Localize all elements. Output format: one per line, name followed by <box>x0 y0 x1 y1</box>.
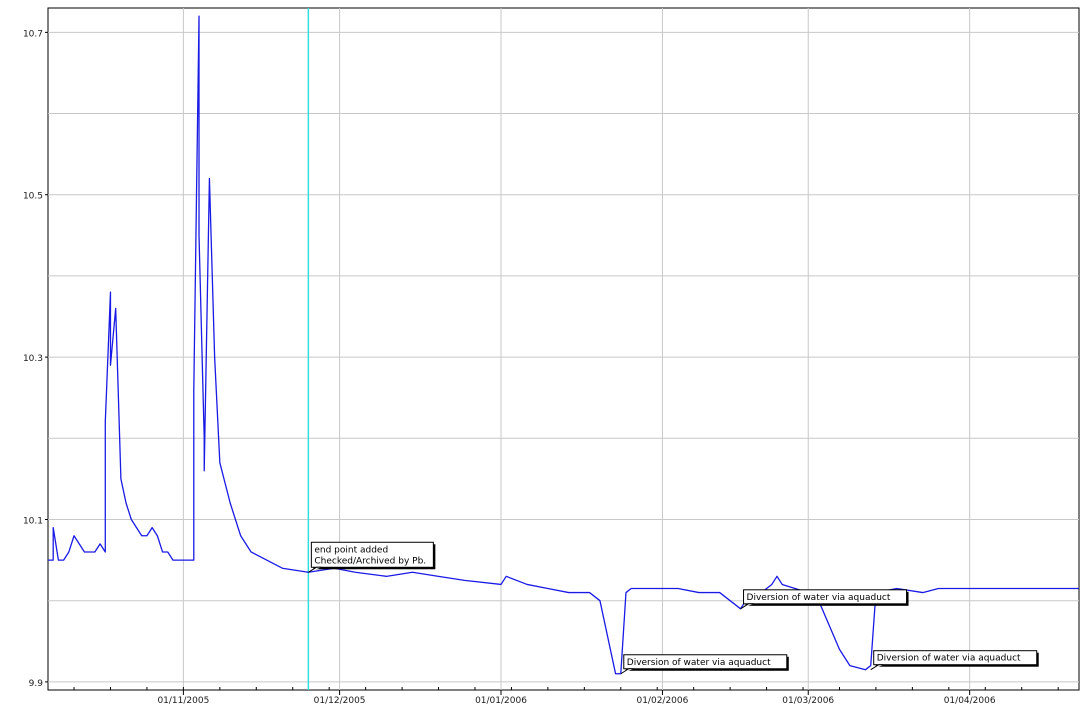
plot-border <box>47 7 1080 691</box>
x-tick-label: 01/02/2006 <box>636 696 688 706</box>
x-tick-label: 01/04/2006 <box>944 696 996 706</box>
annotation-pointer <box>308 566 322 573</box>
annotation-box <box>743 589 908 605</box>
annotation-pointer <box>740 603 754 610</box>
y-tick-label: 10.5 <box>23 192 43 202</box>
minor-ticks <box>73 687 1059 690</box>
y-tick-label: 10.1 <box>23 517 43 527</box>
annotation-text: Diversion of water via aquaduct <box>627 658 771 668</box>
y-tick-label: 10.7 <box>23 29 43 39</box>
x-tick-label: 01/01/2006 <box>475 696 527 706</box>
x-tick-label: 01/12/2005 <box>314 696 366 706</box>
x-axis-tick-labels: 01/11/2005 01/12/2005 01/01/2006 01/02/2006… <box>157 690 996 706</box>
annotation-2[interactable]: Diversion of water via aquaduct <box>740 589 909 610</box>
annotation-pointer <box>870 664 884 671</box>
annotation-text: Diversion of water via aquaduct <box>877 654 1021 664</box>
annotation-1[interactable]: Diversion of water via aquaduct <box>620 654 789 675</box>
annotation-text: Diversion of water via aquaduct <box>747 593 891 603</box>
annotation-box <box>873 650 1038 666</box>
annotation-text: Checked/Archived by Pb. <box>314 556 426 566</box>
x-tick-label: 01/11/2005 <box>157 696 209 706</box>
annotation-box <box>623 654 788 670</box>
y-axis-tick-labels: 9.9 10.1 10.3 10.5 10.7 <box>23 29 48 689</box>
annotation-box <box>310 541 434 568</box>
annotation-pointer <box>620 668 634 675</box>
x-tick-label: 01/03/2006 <box>782 696 834 706</box>
annotation-text: end point added <box>314 545 388 555</box>
annotation-3[interactable]: Diversion of water via aquaduct <box>870 650 1039 671</box>
y-tick-label: 9.9 <box>29 679 44 689</box>
y-tick-label: 10.3 <box>23 354 43 364</box>
grid <box>48 8 1079 690</box>
